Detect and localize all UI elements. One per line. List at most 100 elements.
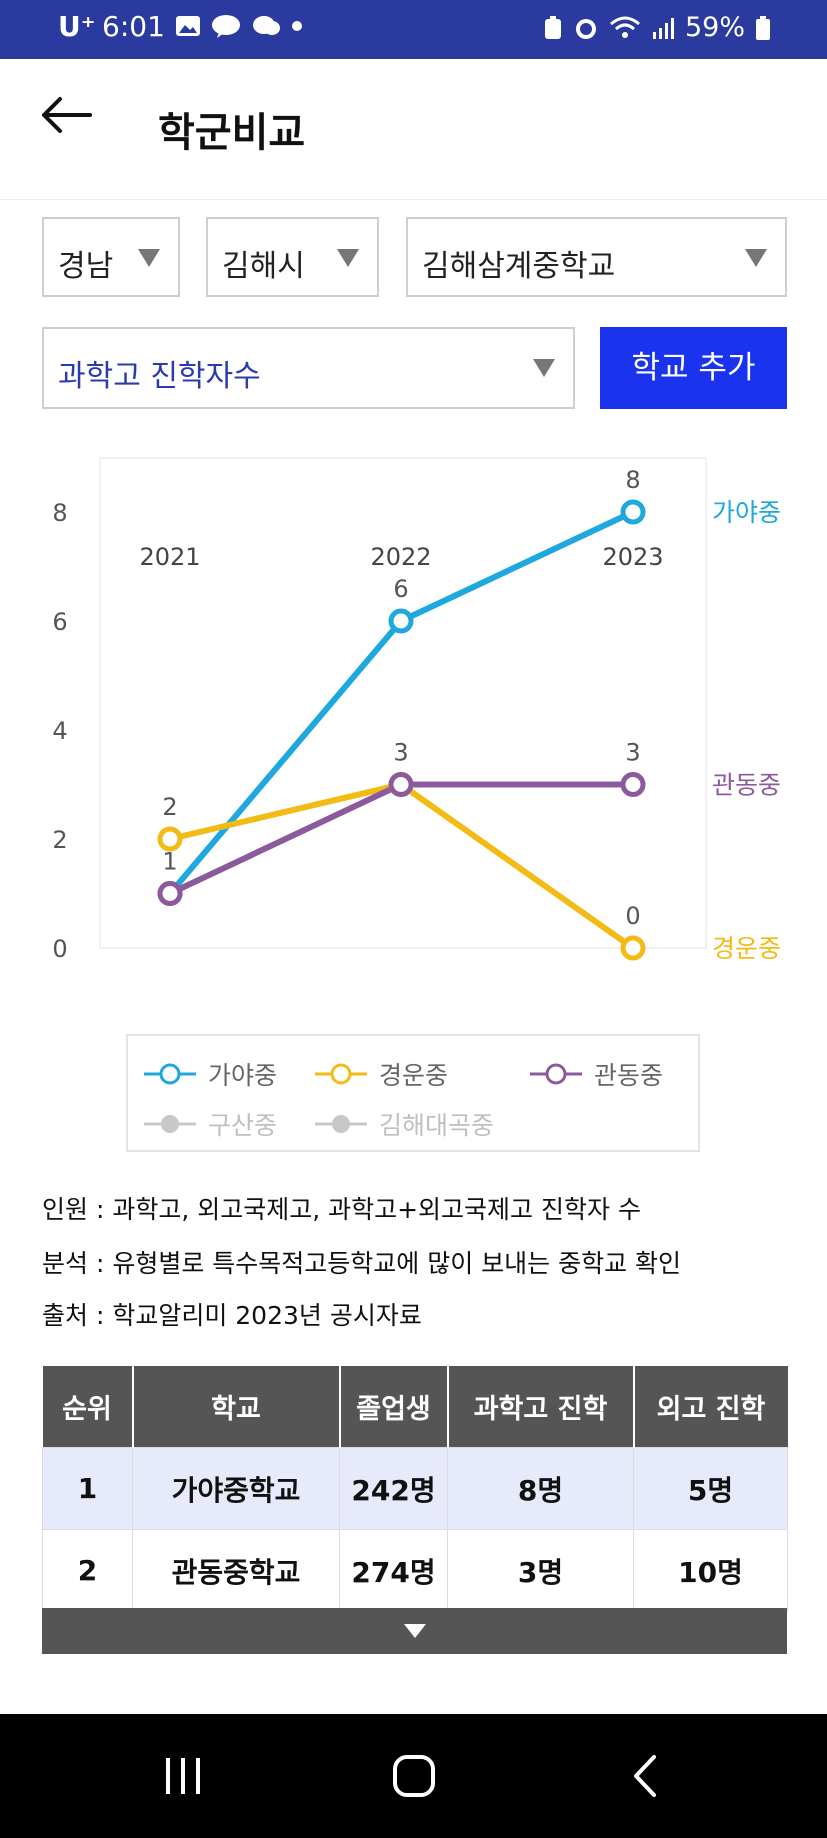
y-tick-label: 2 bbox=[52, 826, 67, 854]
plot-area bbox=[99, 457, 707, 949]
cell-school: 관동중학교 bbox=[132, 1529, 340, 1612]
app-header bbox=[0, 59, 827, 200]
header-rank: 순위 bbox=[42, 1366, 134, 1448]
cell-science-hs: 8명 bbox=[447, 1447, 634, 1530]
nav-back-icon[interactable] bbox=[630, 1754, 660, 1798]
metric-select[interactable]: 과학고 진학자수 bbox=[42, 327, 575, 409]
header-school: 학교 bbox=[132, 1366, 341, 1448]
legend-item[interactable]: 관동중 bbox=[528, 1056, 663, 1092]
metric-select-value: 과학고 진학자수 bbox=[58, 359, 261, 394]
cell-school: 가야중학교 bbox=[132, 1447, 340, 1530]
legend-label: 가야중 bbox=[208, 1061, 278, 1090]
x-tick-label: 2023 bbox=[602, 543, 663, 571]
info-line-source: 출처 : 학교알리미 2023년 공시자료 bbox=[42, 1301, 422, 1330]
school-select[interactable]: 김해삼계중학교 bbox=[406, 217, 787, 297]
expand-table-button[interactable] bbox=[42, 1608, 787, 1654]
info-line-analysis: 분석 : 유형별로 특수목적고등학교에 많이 보내는 중학교 확인 bbox=[42, 1249, 682, 1278]
dot-icon bbox=[292, 21, 302, 31]
chevron-down-icon bbox=[745, 249, 767, 267]
battery-percent: 59% bbox=[684, 12, 745, 43]
data-label: 8 bbox=[625, 466, 640, 494]
legend-marker-icon bbox=[315, 1115, 367, 1133]
table-header-row: 순위 학교 졸업생 과학고 진학 외고 진학 bbox=[42, 1366, 788, 1448]
chevron-down-icon bbox=[337, 249, 359, 267]
data-point[interactable] bbox=[157, 881, 183, 906]
recent-apps-icon[interactable] bbox=[160, 1756, 206, 1796]
status-bar: U⁺ 6:01 59% bbox=[0, 0, 827, 59]
carrier-label: U⁺ bbox=[58, 10, 96, 43]
gallery-icon bbox=[176, 16, 200, 36]
page-title: 학군비교 bbox=[158, 110, 306, 156]
data-point[interactable] bbox=[620, 935, 646, 961]
legend-marker-icon bbox=[530, 1063, 582, 1085]
ranking-table: 순위 학교 졸업생 과학고 진학 외고 진학 1 가야중학교 242명 8명 5… bbox=[42, 1366, 788, 1612]
alarm-icon bbox=[575, 18, 596, 39]
legend-item[interactable]: 김해대곡중 bbox=[313, 1106, 494, 1142]
chevron-down-icon bbox=[533, 359, 555, 377]
data-label: 3 bbox=[393, 739, 408, 767]
data-point[interactable] bbox=[388, 608, 414, 634]
wifi-icon bbox=[610, 16, 640, 38]
cell-rank: 2 bbox=[42, 1529, 133, 1612]
school-select-value: 김해삼계중학교 bbox=[422, 249, 616, 284]
legend-marker-icon bbox=[144, 1063, 196, 1085]
header-foreign-hs: 외고 진학 bbox=[633, 1366, 788, 1448]
clock: 6:01 bbox=[102, 10, 165, 43]
talk-icon bbox=[212, 15, 240, 38]
legend-item[interactable]: 가야중 bbox=[142, 1056, 277, 1092]
system-nav-bar bbox=[0, 1714, 827, 1838]
data-label: 2 bbox=[162, 793, 177, 821]
home-icon[interactable] bbox=[392, 1754, 436, 1798]
back-arrow-icon[interactable] bbox=[40, 95, 92, 135]
data-label: 0 bbox=[625, 902, 640, 930]
data-label: 1 bbox=[162, 848, 177, 876]
legend-label: 구산중 bbox=[208, 1111, 278, 1140]
legend-item[interactable]: 경운중 bbox=[313, 1056, 448, 1092]
series-end-label: 경운중 bbox=[712, 934, 781, 963]
legend-label: 관동중 bbox=[594, 1061, 664, 1090]
data-point[interactable] bbox=[620, 499, 646, 525]
y-tick-label: 0 bbox=[52, 935, 67, 963]
series-end-label: 가야중 bbox=[712, 498, 781, 527]
x-tick-label: 2022 bbox=[370, 543, 431, 571]
add-school-button[interactable]: 학교 추가 bbox=[600, 327, 787, 409]
region-select[interactable]: 경남 bbox=[42, 217, 180, 297]
cell-graduates: 242명 bbox=[339, 1447, 448, 1530]
city-select[interactable]: 김해시 bbox=[206, 217, 379, 297]
y-tick-label: 6 bbox=[52, 608, 67, 636]
info-line-headcount: 인원 : 과학고, 외고국제고, 과학고+외고국제고 진학자 수 bbox=[42, 1195, 641, 1224]
cell-foreign-hs: 5명 bbox=[633, 1447, 788, 1530]
legend-label: 김해대곡중 bbox=[379, 1111, 495, 1140]
data-label: 3 bbox=[625, 739, 640, 767]
legend-label: 경운중 bbox=[379, 1061, 449, 1090]
x-tick-label: 2021 bbox=[139, 543, 200, 571]
legend-marker-icon bbox=[144, 1115, 196, 1133]
legend-marker-icon bbox=[315, 1063, 367, 1085]
cell-science-hs: 3명 bbox=[447, 1529, 634, 1612]
chevron-down-icon bbox=[138, 249, 160, 267]
y-tick-label: 8 bbox=[52, 499, 67, 527]
header-science-hs: 과학고 진학 bbox=[447, 1366, 635, 1448]
region-select-value: 경남 bbox=[58, 249, 114, 284]
table-row[interactable]: 2 관동중학교 274명 3명 10명 bbox=[42, 1529, 788, 1612]
cell-foreign-hs: 10명 bbox=[633, 1529, 788, 1612]
series-end-label: 관동중 bbox=[712, 771, 781, 800]
city-select-value: 김해시 bbox=[222, 249, 305, 284]
chat-bubble-icon bbox=[253, 16, 280, 35]
data-point[interactable] bbox=[620, 772, 646, 797]
triangle-down-icon bbox=[404, 1624, 426, 1638]
data-point[interactable] bbox=[388, 772, 414, 797]
table-row[interactable]: 1 가야중학교 242명 8명 5명 bbox=[42, 1447, 788, 1530]
cell-rank: 1 bbox=[42, 1447, 133, 1530]
data-label: 6 bbox=[393, 575, 408, 603]
data-point[interactable] bbox=[157, 826, 183, 852]
signal-icon bbox=[652, 17, 674, 39]
battery-saver-icon bbox=[544, 15, 561, 39]
y-tick-label: 4 bbox=[52, 717, 67, 745]
cell-graduates: 274명 bbox=[339, 1529, 448, 1612]
header-graduates: 졸업생 bbox=[339, 1366, 449, 1448]
legend-item[interactable]: 구산중 bbox=[142, 1106, 277, 1142]
battery-icon bbox=[756, 15, 770, 40]
